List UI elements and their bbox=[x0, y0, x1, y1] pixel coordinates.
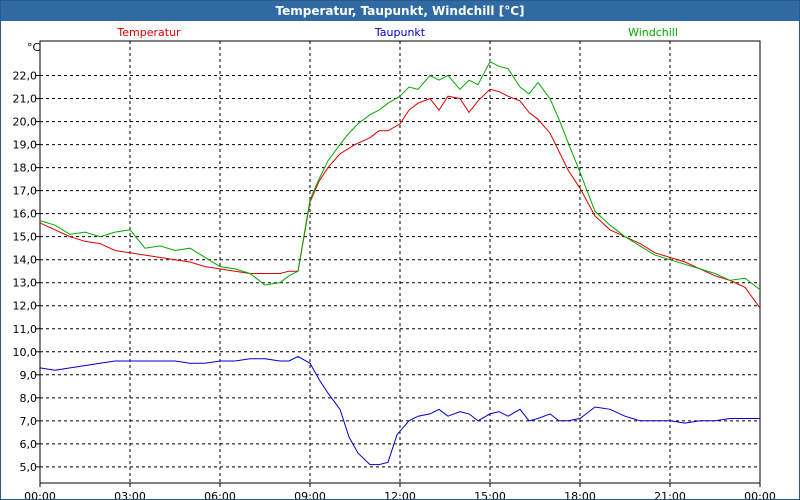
x-tick-time: 03:00 bbox=[114, 490, 146, 499]
x-tick-time: 18:00 bbox=[564, 490, 596, 499]
series-lines bbox=[39, 61, 761, 466]
x-tick-time: 00:00 bbox=[24, 490, 56, 499]
legend-windchill: Windchill bbox=[628, 26, 678, 39]
y-tick-label: 20,0 bbox=[13, 116, 38, 129]
window-title: Temperatur, Taupunkt, Windchill [°C] bbox=[1, 1, 799, 21]
y-tick-label: 11,0 bbox=[13, 323, 38, 336]
x-gridlines bbox=[39, 41, 761, 487]
y-tick-label: 9,0 bbox=[20, 369, 38, 382]
y-axis-unit: °C bbox=[27, 41, 41, 54]
y-tick-label: 13,0 bbox=[13, 277, 38, 290]
series-line-taupunkt bbox=[39, 355, 760, 466]
y-tick-labels: 5,0 6,0 7,0 8,0 9,0 10,0 11,0 12,0 13,0 14,0 15,0 1… bbox=[13, 70, 38, 474]
line-chart: 5,0 6,0 7,0 8,0 9,0 10,0 11,0 12,0 13,0 14,0 15,0 1… bbox=[13, 26, 776, 499]
y-tick-label: 22,0 bbox=[13, 70, 38, 83]
y-tick-label: 18,0 bbox=[13, 162, 38, 175]
x-tick-time: 06:00 bbox=[204, 490, 236, 499]
y-tick-label: 5,0 bbox=[20, 461, 38, 474]
x-tick-time: 09:00 bbox=[294, 490, 326, 499]
y-tick-label: 12,0 bbox=[13, 300, 38, 313]
legend-taupunkt: Taupunkt bbox=[374, 26, 426, 39]
y-tick-label: 14,0 bbox=[13, 254, 38, 267]
x-tick-time: 12:00 bbox=[384, 490, 416, 499]
series-line-temperatur bbox=[39, 88, 761, 309]
x-tick-time: 15:00 bbox=[474, 490, 506, 499]
y-tick-label: 6,0 bbox=[20, 438, 38, 451]
x-tick-time: 21:00 bbox=[654, 490, 686, 499]
x-tick-labels: 00:0011.09.0903:0011.09.0906:0011.09.090… bbox=[24, 490, 776, 499]
x-tick-time: 00:00 bbox=[744, 490, 776, 499]
y-tick-label: 8,0 bbox=[20, 392, 38, 405]
y-tick-label: 17,0 bbox=[13, 185, 38, 198]
legend-temperatur: Temperatur bbox=[116, 26, 181, 39]
y-tick-label: 21,0 bbox=[13, 93, 38, 106]
y-tick-label: 19,0 bbox=[13, 139, 38, 152]
series-line-windchill bbox=[39, 61, 761, 290]
y-tick-label: 15,0 bbox=[13, 231, 38, 244]
y-tick-label: 7,0 bbox=[20, 415, 38, 428]
y-tick-label: 10,0 bbox=[13, 346, 38, 359]
y-tick-label: 16,0 bbox=[13, 208, 38, 221]
